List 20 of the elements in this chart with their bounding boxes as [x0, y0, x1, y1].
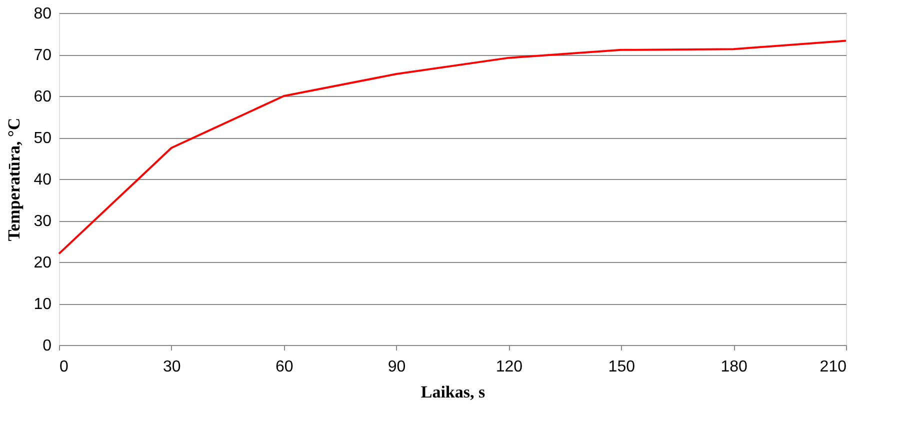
- x-tick-label: 120: [496, 358, 523, 376]
- y-tick-label: 20: [34, 254, 52, 272]
- y-tick-label: 80: [34, 6, 52, 22]
- x-tick-label: 0: [60, 358, 68, 376]
- line-series: [58, 40, 847, 255]
- x-tick-label: 30: [163, 358, 181, 376]
- x-tick-label: 210: [820, 358, 847, 376]
- x-tick-label: 150: [608, 358, 636, 376]
- y-tick-label: 0: [42, 338, 52, 354]
- x-axis-title: Laikas, s: [420, 382, 486, 402]
- y-tick-label: 30: [34, 213, 52, 230]
- x-tick-label: 180: [720, 358, 748, 376]
- y-tick-label: 40: [34, 172, 52, 188]
- x-tick-label: 60: [275, 358, 294, 376]
- y-tick-label: 70: [34, 47, 52, 64]
- x-tick-label: 90: [388, 358, 406, 376]
- y-tick-label: 60: [34, 88, 52, 106]
- y-tick-label: 50: [34, 130, 52, 147]
- y-tick-label: 10: [34, 296, 52, 313]
- y-axis-title: Temperatūra, °C: [4, 118, 24, 242]
